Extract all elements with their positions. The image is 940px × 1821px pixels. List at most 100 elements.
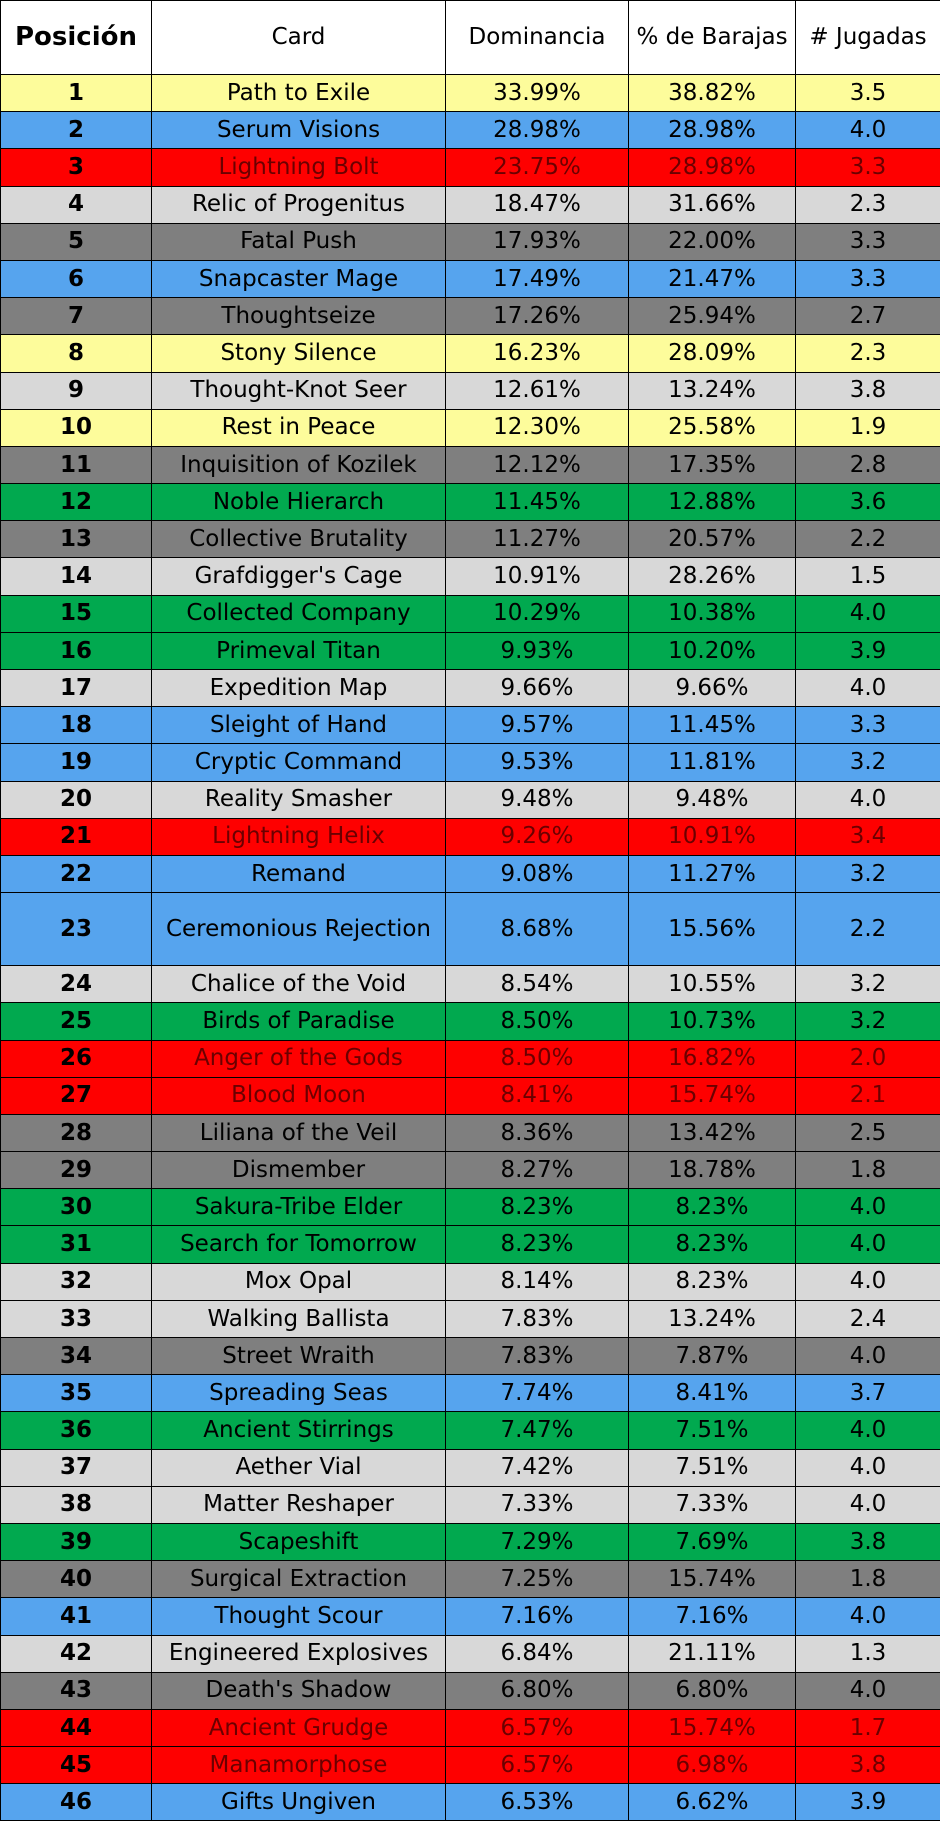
cell-card: Sakura-Tribe Elder <box>151 1188 446 1227</box>
cell-dominance: 8.41% <box>445 1076 629 1115</box>
cell-dominance: 17.49% <box>445 259 629 299</box>
cell-decks: 7.16% <box>628 1597 796 1636</box>
table-row: 15 Collected Company 10.29% 10.38% 4.0 <box>0 594 940 633</box>
cell-dominance: 17.93% <box>445 222 629 261</box>
cell-plays: 3.3 <box>795 706 940 745</box>
cell-decks: 13.42% <box>628 1113 796 1153</box>
cell-position: 19 <box>0 743 152 782</box>
cell-decks: 21.47% <box>628 259 796 299</box>
cell-position: 33 <box>0 1299 152 1339</box>
cell-decks: 28.26% <box>628 557 796 596</box>
cell-dominance: 12.30% <box>445 408 629 447</box>
cell-card: Thoughtseize <box>151 297 446 336</box>
cell-position: 30 <box>0 1188 152 1227</box>
header-decks: % de Barajas <box>628 0 796 75</box>
table-row: 46 Gifts Ungiven 6.53% 6.62% 3.9 <box>0 1783 940 1821</box>
cell-card: Walking Ballista <box>151 1299 446 1339</box>
cell-dominance: 9.26% <box>445 817 629 856</box>
cell-dominance: 18.47% <box>445 185 629 224</box>
cell-decks: 28.09% <box>628 334 796 373</box>
cell-dominance: 12.61% <box>445 371 629 410</box>
cell-plays: 4.0 <box>795 1448 940 1487</box>
cell-card: Thought Scour <box>151 1597 446 1636</box>
table-row: 22 Remand 9.08% 11.27% 3.2 <box>0 854 940 894</box>
table-row: 44 Ancient Grudge 6.57% 15.74% 1.7 <box>0 1708 940 1748</box>
cell-dominance: 8.14% <box>445 1262 629 1301</box>
cell-dominance: 8.50% <box>445 1002 629 1041</box>
cell-dominance: 10.91% <box>445 557 629 596</box>
cell-position: 5 <box>0 222 152 261</box>
cell-position: 46 <box>0 1783 152 1821</box>
cell-decks: 11.81% <box>628 743 796 782</box>
cell-dominance: 6.53% <box>445 1783 629 1821</box>
cell-card: Lightning Helix <box>151 817 446 856</box>
cell-decks: 7.33% <box>628 1485 796 1524</box>
cell-dominance: 7.74% <box>445 1374 629 1413</box>
cell-card: Gifts Ungiven <box>151 1783 446 1821</box>
cell-decks: 18.78% <box>628 1151 796 1190</box>
table-row: 20 Reality Smasher 9.48% 9.48% 4.0 <box>0 780 940 819</box>
cell-decks: 10.20% <box>628 631 796 671</box>
cell-decks: 11.45% <box>628 706 796 745</box>
table-row: 8 Stony Silence 16.23% 28.09% 2.3 <box>0 334 940 373</box>
table-row: 34 Street Wraith 7.83% 7.87% 4.0 <box>0 1336 940 1376</box>
table-row: 37 Aether Vial 7.42% 7.51% 4.0 <box>0 1448 940 1487</box>
cell-plays: 3.6 <box>795 483 940 522</box>
cell-position: 32 <box>0 1262 152 1301</box>
table-row: 30 Sakura-Tribe Elder 8.23% 8.23% 4.0 <box>0 1188 940 1227</box>
cell-plays: 4.0 <box>795 1411 940 1450</box>
cell-position: 39 <box>0 1522 152 1562</box>
header-card: Card <box>151 0 446 75</box>
cell-card: Collective Brutality <box>151 520 446 559</box>
cell-plays: 2.2 <box>795 520 940 559</box>
table-row: 1 Path to Exile 33.99% 38.82% 3.5 <box>0 73 940 113</box>
table-row: 5 Fatal Push 17.93% 22.00% 3.3 <box>0 222 940 261</box>
table-row: 43 Death's Shadow 6.80% 6.80% 4.0 <box>0 1671 940 1710</box>
table-row: 17 Expedition Map 9.66% 9.66% 4.0 <box>0 668 940 708</box>
cell-decks: 21.11% <box>628 1634 796 1673</box>
cell-decks: 15.74% <box>628 1708 796 1748</box>
cell-decks: 7.51% <box>628 1411 796 1450</box>
cell-decks: 10.55% <box>628 965 796 1004</box>
cell-position: 29 <box>0 1151 152 1190</box>
table-row: 18 Sleight of Hand 9.57% 11.45% 3.3 <box>0 706 940 745</box>
cell-dominance: 10.29% <box>445 594 629 633</box>
cell-dominance: 11.45% <box>445 483 629 522</box>
cell-position: 4 <box>0 185 152 224</box>
cell-card: Stony Silence <box>151 334 446 373</box>
cell-decks: 8.23% <box>628 1262 796 1301</box>
cell-dominance: 8.50% <box>445 1039 629 1078</box>
cell-position: 11 <box>0 445 152 485</box>
cell-dominance: 9.93% <box>445 631 629 671</box>
cell-plays: 1.8 <box>795 1151 940 1190</box>
cell-card: Ancient Stirrings <box>151 1411 446 1450</box>
cell-decks: 28.98% <box>628 148 796 187</box>
cell-position: 27 <box>0 1076 152 1115</box>
table-row: 29 Dismember 8.27% 18.78% 1.8 <box>0 1151 940 1190</box>
cell-decks: 9.66% <box>628 668 796 708</box>
table-row: 13 Collective Brutality 11.27% 20.57% 2.2 <box>0 520 940 559</box>
cell-plays: 3.8 <box>795 1522 940 1562</box>
cell-dominance: 6.84% <box>445 1634 629 1673</box>
cell-position: 2 <box>0 111 152 150</box>
cell-plays: 3.2 <box>795 965 940 1004</box>
cell-decks: 10.38% <box>628 594 796 633</box>
cell-card: Manamorphose <box>151 1746 446 1785</box>
table-row: 23 Ceremonious Rejection 8.68% 15.56% 2.2 <box>0 892 940 967</box>
table-row: 16 Primeval Titan 9.93% 10.20% 3.9 <box>0 631 940 671</box>
table-row: 40 Surgical Extraction 7.25% 15.74% 1.8 <box>0 1560 940 1599</box>
cell-decks: 10.91% <box>628 817 796 856</box>
table-row: 11 Inquisition of Kozilek 12.12% 17.35% 2.8 <box>0 445 940 485</box>
cell-position: 22 <box>0 854 152 894</box>
cell-dominance: 12.12% <box>445 445 629 485</box>
cell-decks: 11.27% <box>628 854 796 894</box>
cell-plays: 3.8 <box>795 1746 940 1785</box>
cell-position: 34 <box>0 1336 152 1376</box>
table-row: 3 Lightning Bolt 23.75% 28.98% 3.3 <box>0 148 940 187</box>
cell-plays: 1.8 <box>795 1560 940 1599</box>
table-row: 2 Serum Visions 28.98% 28.98% 4.0 <box>0 111 940 150</box>
cell-card: Surgical Extraction <box>151 1560 446 1599</box>
cell-position: 24 <box>0 965 152 1004</box>
cell-decks: 10.73% <box>628 1002 796 1041</box>
